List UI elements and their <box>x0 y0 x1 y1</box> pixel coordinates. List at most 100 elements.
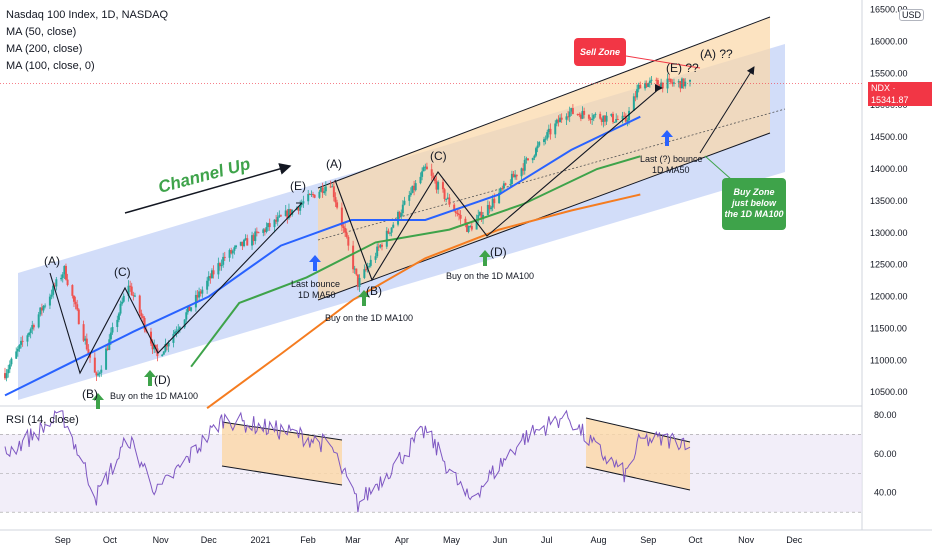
candle-body <box>105 348 108 370</box>
candle-body <box>323 191 326 193</box>
candle-body <box>531 157 534 161</box>
candle-body <box>605 115 608 122</box>
candle-body <box>554 123 557 135</box>
candle-body <box>389 232 392 234</box>
wave-path-1 <box>49 202 303 375</box>
candle-body <box>421 171 424 177</box>
x-tick-label: Sep <box>640 535 656 545</box>
bounce-marker-2 <box>661 130 673 146</box>
candle-body <box>7 369 10 374</box>
candle-body <box>53 285 56 287</box>
candle-body <box>514 174 517 178</box>
rsi-channel-edge <box>585 466 691 491</box>
candle-body <box>413 185 416 191</box>
candle-body <box>50 294 53 297</box>
x-tick-label: Nov <box>738 535 755 545</box>
candle-body <box>355 268 358 275</box>
candle-body <box>141 316 144 318</box>
candle-body <box>233 247 236 251</box>
candle-body <box>246 238 249 246</box>
candle-body <box>31 325 34 330</box>
candle-body <box>448 197 451 205</box>
candle-body <box>223 256 226 258</box>
candle-body <box>493 198 496 204</box>
candle-body <box>456 212 459 214</box>
candle-body <box>312 194 315 196</box>
candle-body <box>133 295 136 297</box>
candle-body <box>302 201 305 204</box>
candle-body <box>61 274 64 278</box>
candle-body <box>332 186 335 198</box>
candle-body <box>198 291 201 298</box>
candle-body <box>536 145 539 149</box>
candle-body <box>602 115 605 122</box>
candle-body <box>167 342 170 347</box>
candle-body <box>63 265 66 275</box>
candle-body <box>369 259 372 266</box>
price-tag-value: 15341.87 <box>871 95 909 105</box>
candle-body <box>409 192 412 196</box>
candle-body <box>122 295 125 302</box>
rsi-line <box>4 409 691 513</box>
candle-body <box>512 173 515 178</box>
currency-badge[interactable]: USD <box>899 9 925 21</box>
candle-body <box>218 263 221 267</box>
ma50-line <box>4 115 641 397</box>
legend-ma100: MA (100, close, 0) <box>6 60 95 72</box>
last-bounce-label-1: Last bounce <box>291 279 340 289</box>
candle-body <box>132 295 135 297</box>
channel-upper-line <box>317 16 771 189</box>
candle-body <box>446 197 449 199</box>
candle-body <box>411 185 414 193</box>
candle-body <box>557 119 560 123</box>
candle-body <box>669 78 672 83</box>
candle-body <box>677 81 680 83</box>
wave-c-1-label: (C) <box>114 265 131 279</box>
candle-body <box>130 286 133 296</box>
candle-body <box>174 331 177 334</box>
candle-body <box>4 373 6 379</box>
candle-body <box>568 111 571 117</box>
candle-body <box>289 209 292 215</box>
candle-body <box>457 213 460 215</box>
wave-a-3-label: (A) ?? <box>700 47 733 61</box>
candle-body <box>121 301 124 304</box>
candle-body <box>286 210 289 219</box>
candle-body <box>639 84 642 89</box>
target-arrow <box>699 66 755 154</box>
x-tick-label: Aug <box>591 535 607 545</box>
candle-body <box>510 173 513 185</box>
candle-body <box>376 246 379 257</box>
candle-body <box>64 265 67 280</box>
candle-body <box>549 128 552 135</box>
candle-body <box>138 295 141 313</box>
candle-body <box>363 269 366 278</box>
candle-body <box>520 168 523 177</box>
channel-up-arrow <box>124 163 292 214</box>
candle-body <box>262 229 265 233</box>
buy-zone-pointer <box>704 155 733 181</box>
candle-body <box>397 212 400 225</box>
x-tick-label: Dec <box>786 535 803 545</box>
ma200-line <box>206 193 641 410</box>
x-tick-label: 2021 <box>250 535 270 545</box>
candle-body <box>380 244 383 247</box>
candle-body <box>320 187 323 192</box>
candle-body <box>611 113 614 123</box>
candle-body <box>467 226 470 232</box>
candle-body <box>287 209 290 219</box>
rsi-y-tick-label: 60.00 <box>874 449 897 459</box>
candle-body <box>637 84 640 90</box>
candle-body <box>161 354 164 357</box>
candle-body <box>308 194 311 196</box>
candle-body <box>186 306 189 313</box>
candle-body <box>21 340 24 342</box>
rsi-y-tick-label: 80.00 <box>874 410 897 420</box>
candle-body <box>538 142 541 146</box>
candle-body <box>443 189 446 200</box>
candle-body <box>291 210 294 215</box>
candle-body <box>478 211 481 216</box>
buy-marker-3 <box>358 290 370 306</box>
candle-body <box>470 226 473 230</box>
